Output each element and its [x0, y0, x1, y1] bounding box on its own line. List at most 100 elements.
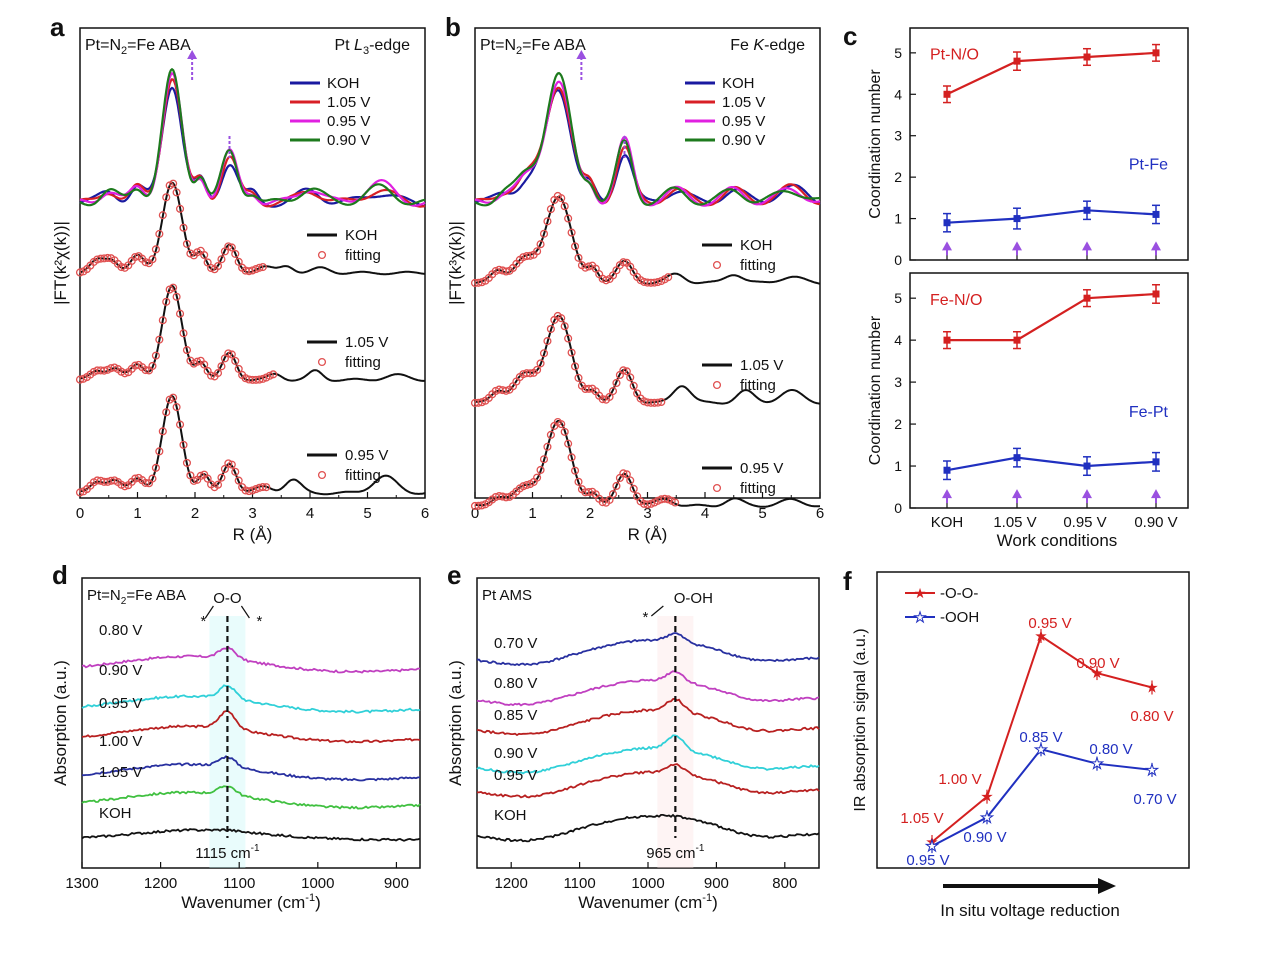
- edge-italic: K: [753, 37, 765, 54]
- fit-point: [189, 476, 198, 485]
- category-label: KOH: [931, 514, 964, 531]
- fit-point: [567, 453, 576, 462]
- fit-point: [598, 395, 607, 404]
- fit-point: [148, 255, 157, 264]
- edge-post: -edge: [369, 37, 410, 54]
- series-label: 0.95 V: [494, 767, 537, 784]
- fit-point: [570, 362, 580, 371]
- fit-point: [203, 258, 212, 267]
- fit-legend-label: 0.95 V: [345, 447, 388, 464]
- legend-label: -O-O-: [940, 585, 978, 602]
- fit-point: [533, 247, 542, 256]
- y-tick-label: 4: [894, 86, 902, 102]
- fit-point: [176, 309, 185, 318]
- data-point: ★: [980, 789, 993, 806]
- fit-legend-marker: [317, 250, 327, 260]
- panel-e-sample: Pt AMS: [482, 587, 532, 604]
- x-axis-label: Work conditions: [997, 531, 1118, 550]
- series-label: 0.80 V: [99, 622, 142, 639]
- panel-d-sample: Pt=N2=Fe ABA: [87, 587, 186, 607]
- fit-legend-label: fitting: [345, 467, 381, 484]
- x-tick-label: 5: [363, 505, 371, 522]
- fit-point: [155, 229, 164, 238]
- sample-sub: 2: [121, 45, 127, 57]
- fit-legend-label: fitting: [345, 247, 381, 264]
- fit-point: [653, 278, 662, 287]
- bond-label: O-O: [213, 590, 241, 607]
- fit-point: [567, 348, 576, 357]
- fit-point: [224, 242, 233, 251]
- y-tick-label: 0: [894, 252, 902, 268]
- fit-point: [245, 267, 254, 276]
- data-point: [1152, 210, 1160, 218]
- arrow-main-b-head: [576, 50, 587, 59]
- fit-point: [474, 398, 483, 407]
- series-line-c-0: [947, 292, 1157, 342]
- fit-point: [179, 329, 188, 338]
- panel-a-letter: a: [50, 12, 65, 42]
- y-tick-label: 0: [894, 500, 902, 516]
- bond-star: *: [256, 613, 262, 630]
- bond-label: O-OH: [674, 590, 713, 607]
- edge-italic: L: [354, 37, 363, 54]
- fit-point: [120, 369, 129, 378]
- fit-point: [100, 366, 109, 375]
- y-tick-label: 2: [894, 169, 902, 185]
- fit-point: [234, 364, 243, 373]
- fit-point: [231, 356, 240, 365]
- fit-point: [598, 498, 607, 507]
- fit-point: [574, 253, 583, 262]
- fit-point: [169, 179, 178, 188]
- series-label: 0.80 V: [494, 675, 537, 692]
- data-point: [943, 90, 951, 98]
- fit-point: [584, 384, 593, 393]
- y-axis-label: Coordination number: [867, 69, 884, 219]
- peak-label: 965 cm-1: [646, 843, 705, 862]
- series-line-d-4: [81, 785, 421, 810]
- series-line-e-2: [476, 697, 820, 737]
- fit-point: [564, 439, 573, 448]
- data-point: [1152, 49, 1160, 57]
- fit-point: [605, 495, 614, 504]
- fit-point: [258, 262, 267, 272]
- fit-legend-label: 1.05 V: [345, 334, 388, 351]
- category-label: 0.90 V: [1134, 514, 1177, 531]
- panel-f-frame: [876, 571, 1190, 869]
- fit-point: [564, 334, 573, 343]
- fit-point: [591, 264, 600, 273]
- panel-c-bottom-frame: [909, 272, 1189, 509]
- fit-point: [148, 361, 157, 371]
- fit-point: [162, 193, 171, 202]
- fit-point: [567, 228, 576, 237]
- x-axis-label: Wavenumer (cm-1): [181, 892, 321, 912]
- legend-label: -OOH: [940, 609, 979, 626]
- x-axis-label-tail: ): [712, 893, 718, 912]
- y-tick-label: 3: [894, 128, 902, 144]
- series-label: KOH: [99, 805, 132, 822]
- x-tick-label: 900: [384, 875, 409, 892]
- panel-e-letter: e: [447, 560, 461, 590]
- x-tick-label: 3: [248, 505, 256, 522]
- sample-sub: 2: [121, 596, 127, 607]
- fit-point: [574, 373, 583, 382]
- fit-point: [501, 493, 511, 502]
- fit-point: [158, 427, 167, 436]
- fit-point: [227, 350, 236, 359]
- edge-pre: Pt: [334, 37, 354, 54]
- fit-point: [543, 337, 552, 346]
- x-tick-label: 900: [704, 875, 729, 892]
- fit-point: [169, 393, 178, 402]
- data-point: [1013, 57, 1021, 65]
- fit-point: [269, 370, 278, 379]
- series-line-b-1: [474, 86, 821, 207]
- legend-marker: ★: [914, 585, 927, 601]
- oo-point-label: 0.95 V: [1028, 615, 1071, 632]
- series-line-a-1: [79, 78, 426, 208]
- fit-point: [155, 335, 164, 344]
- fit-point: [543, 442, 552, 451]
- fit-point: [612, 481, 621, 491]
- voltage-arrow-head: [1098, 878, 1116, 894]
- x-tick-label: 800: [772, 875, 797, 892]
- sample-text: Pt=N: [87, 587, 121, 604]
- series-line-d-0: [81, 645, 421, 674]
